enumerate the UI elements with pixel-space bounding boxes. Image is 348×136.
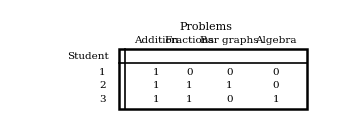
Text: Student: Student [67, 52, 109, 61]
Text: 1: 1 [152, 81, 159, 90]
Text: 3: 3 [99, 95, 106, 104]
Text: 1: 1 [226, 81, 233, 90]
Text: 2: 2 [99, 81, 106, 90]
Text: 0: 0 [273, 68, 279, 77]
Text: 0: 0 [226, 95, 233, 104]
Text: 1: 1 [152, 95, 159, 104]
Text: 1: 1 [99, 68, 106, 77]
Text: Fractions: Fractions [164, 36, 214, 45]
Text: Addition: Addition [134, 36, 178, 45]
Text: Problems: Problems [180, 22, 233, 33]
FancyBboxPatch shape [119, 49, 307, 109]
Text: 0: 0 [273, 81, 279, 90]
Text: 0: 0 [226, 68, 233, 77]
Text: 1: 1 [186, 81, 192, 90]
Text: 0: 0 [186, 68, 192, 77]
Text: Bar graphs: Bar graphs [200, 36, 259, 45]
Text: 1: 1 [273, 95, 279, 104]
Text: 1: 1 [152, 68, 159, 77]
Text: 1: 1 [186, 95, 192, 104]
Text: Algebra: Algebra [255, 36, 297, 45]
